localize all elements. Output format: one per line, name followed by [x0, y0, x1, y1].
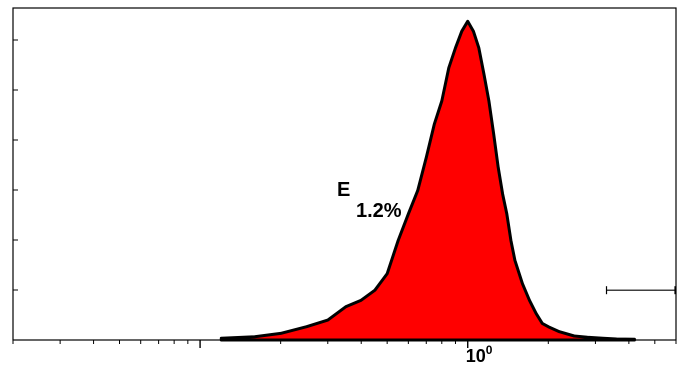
x-axis-ticks	[12, 340, 677, 348]
histogram-area	[219, 19, 636, 342]
histogram-point	[541, 322, 544, 325]
histogram-point	[615, 338, 618, 340]
histogram-point	[521, 282, 524, 285]
histogram-point	[514, 259, 516, 262]
histogram-point	[448, 67, 450, 69]
histogram-point	[454, 47, 457, 49]
histogram-point	[433, 123, 436, 125]
histogram-point	[535, 312, 537, 315]
histogram-point	[483, 73, 485, 76]
x-tick-label: 100	[466, 343, 493, 365]
histogram-point	[586, 336, 589, 339]
histogram-point	[528, 299, 531, 302]
histogram-point	[441, 100, 443, 102]
histogram-point	[407, 213, 410, 215]
gate-layer: E 1.2%	[337, 179, 676, 295]
tick-label-layer: 100101102	[466, 343, 493, 365]
histogram-point	[253, 335, 256, 338]
x-tick-label-exponent: 0	[486, 343, 493, 357]
histogram-point	[425, 156, 428, 159]
histogram-point	[558, 330, 561, 333]
histogram-point	[360, 299, 363, 302]
gate-percent: 1.2%	[356, 200, 402, 222]
histogram-point	[573, 335, 575, 337]
y-axis-ticks	[13, 39, 18, 291]
histogram-point	[488, 100, 490, 102]
histogram-point	[501, 193, 504, 195]
histogram-point	[478, 47, 480, 49]
x-tick-label-base: 10	[466, 346, 486, 365]
histogram-point	[344, 306, 347, 308]
plot-frame	[12, 7, 677, 341]
histogram-point	[497, 166, 500, 169]
histogram-point	[547, 325, 550, 328]
histogram-point	[466, 20, 469, 23]
gate-name: E	[337, 179, 350, 201]
series-layer	[219, 19, 636, 342]
histogram-point	[279, 332, 282, 335]
histogram-point	[220, 337, 223, 340]
histogram-point	[374, 289, 376, 292]
histogram-point	[506, 213, 508, 215]
histogram-point	[386, 272, 389, 275]
histogram-point	[416, 189, 419, 192]
histogram-point	[397, 239, 400, 242]
histogram-point	[305, 325, 308, 328]
histogram-point	[602, 337, 604, 340]
histogram-point	[633, 338, 636, 341]
histogram-point	[461, 30, 463, 32]
histogram-point	[492, 133, 495, 135]
histogram-point	[510, 239, 512, 242]
histogram-point	[327, 319, 329, 321]
histogram-point	[472, 30, 475, 32]
